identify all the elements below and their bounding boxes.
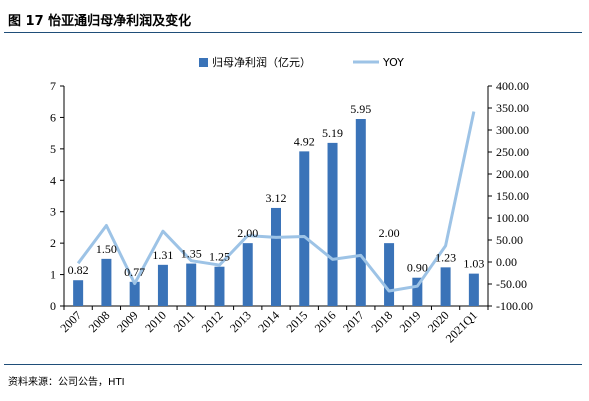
bar [129, 281, 140, 306]
x-tick-label: 2008 [86, 308, 113, 335]
source-note: 资料来源：公司公告，HTI [8, 377, 125, 388]
figure-title: 图 17 怡亚通归母净利润及变化 [8, 14, 192, 29]
title-divider [4, 32, 582, 33]
bar [384, 243, 395, 306]
x-tick-label: 2017 [340, 308, 367, 335]
right-tick-label: 300.00 [496, 123, 529, 137]
bar [412, 277, 423, 306]
bar [214, 266, 225, 306]
x-tick-label: 2015 [284, 308, 311, 335]
source-divider [4, 364, 582, 365]
x-tick-label: 2009 [114, 308, 141, 335]
x-tick-label: 2011 [171, 308, 198, 335]
bar [468, 273, 479, 306]
bar-data-label: 1.25 [209, 250, 230, 264]
bar-data-label: 3.12 [266, 191, 287, 205]
bar-data-label: 0.82 [68, 263, 89, 277]
bar [440, 267, 451, 306]
data-labels: 0.82 1.50 0.77 1.31 1.35 1.25 2.00 3.12 4.92 5.19… [68, 102, 485, 279]
bar [299, 151, 310, 306]
right-tick-label: 0.00 [496, 255, 517, 269]
left-tick-label: 6 [50, 110, 56, 124]
yoy-line [76, 111, 476, 293]
left-tick-label: 5 [50, 142, 56, 156]
bar [242, 243, 253, 306]
bar-data-label: 1.23 [435, 250, 456, 264]
bar [271, 207, 281, 306]
right-tick-label: 150.00 [496, 189, 529, 203]
legend-line-label: YOY [382, 56, 404, 69]
left-tick-label: 4 [50, 173, 56, 187]
right-tick-label: -100.00 [496, 299, 533, 313]
right-tick-label: 100.00 [496, 211, 529, 225]
x-tick-label: 2018 [368, 308, 395, 335]
legend-bar-label: 归母净利润（亿元） [212, 55, 311, 69]
bar-data-label: 0.77 [124, 265, 145, 279]
left-tick-label: 3 [50, 205, 56, 219]
bar [186, 263, 197, 306]
bar-data-label: 1.31 [152, 248, 173, 262]
line-series [76, 111, 476, 293]
right-tick-label: 250.00 [496, 145, 529, 159]
x-tick-label: 2016 [312, 308, 339, 335]
left-tick-label: 1 [50, 268, 56, 282]
right-tick-label: 50.00 [496, 233, 523, 247]
bar-data-label: 0.90 [407, 261, 428, 275]
x-tick-label: 2013 [227, 308, 254, 335]
legend: 归母净利润（亿元） YOY [199, 55, 404, 69]
x-tick-label: 2012 [199, 308, 226, 335]
x-tick-label: 2019 [397, 308, 424, 335]
right-tick-label: 400.00 [496, 79, 529, 93]
bar [327, 142, 338, 306]
right-tick-label: -50.00 [496, 277, 527, 291]
x-tick-label: 2021Q1 [443, 308, 480, 345]
right-tick-label: 350.00 [496, 101, 529, 115]
bar-series [73, 119, 479, 306]
bar [355, 119, 366, 306]
chart-axes: 0 1 2 3 4 5 6 7 -100.00 -50.00 0.00 50.00 100.00 150.… [50, 79, 533, 345]
legend-bar-swatch [199, 58, 208, 67]
bar-data-label: 2.00 [379, 226, 400, 240]
bar-data-label: 1.03 [463, 257, 484, 271]
bar [73, 280, 84, 306]
bar-data-label: 4.92 [294, 134, 315, 148]
bar-data-label: 5.19 [322, 126, 343, 140]
bar [101, 258, 112, 306]
right-tick-label: 200.00 [496, 167, 529, 181]
left-tick-label: 0 [50, 299, 56, 313]
bar-data-label: 2.00 [237, 226, 258, 240]
bar [157, 264, 168, 306]
x-tick-label: 2007 [57, 308, 84, 335]
bar-data-label: 1.50 [96, 242, 117, 256]
x-tick-label: 2010 [142, 308, 169, 335]
bar-data-label: 1.35 [181, 247, 202, 261]
x-tick-label: 2014 [255, 308, 282, 335]
left-tick-label: 7 [50, 79, 56, 93]
left-tick-label: 2 [50, 236, 56, 250]
bar-data-label: 5.95 [350, 102, 371, 116]
